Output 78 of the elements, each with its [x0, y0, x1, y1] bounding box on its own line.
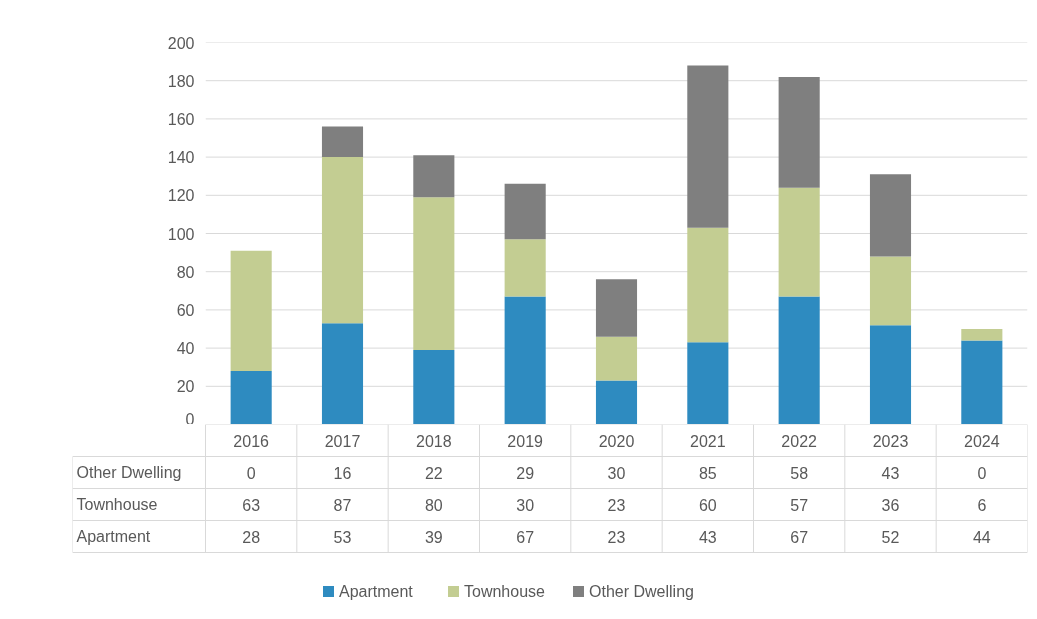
x-tick-label: 2018 [416, 432, 452, 450]
y-tick-label: 180 [167, 72, 195, 90]
data-label: 23 [607, 496, 626, 514]
data-label: 0 [246, 464, 256, 482]
x-tick-label: 2019 [507, 432, 544, 450]
data-label: 57 [790, 496, 809, 514]
y-tick-label: 160 [167, 110, 195, 128]
y-tick-label: 120 [167, 187, 195, 205]
x-tick-label: 2024 [964, 432, 1000, 450]
y-tick-label: 40 [176, 340, 195, 358]
text: Apartment [76, 528, 151, 545]
data-label: 30 [607, 464, 626, 482]
data-label: 53 [333, 528, 352, 546]
data-label: 85 [698, 464, 717, 482]
data-label: 28 [242, 528, 261, 546]
legend-label: Townhouse [464, 583, 546, 600]
bar [869, 174, 912, 257]
text: Townhouse [76, 496, 158, 513]
data-label: 43 [881, 464, 900, 482]
data-label: 58 [790, 464, 809, 482]
text: Other Dwelling [76, 464, 182, 481]
data-label: 67 [790, 528, 809, 546]
data-label: 22 [424, 464, 443, 482]
bar [504, 183, 546, 240]
bar [504, 296, 546, 424]
x-tick-label: 2017 [324, 432, 361, 450]
y-tick-label: 100 [167, 225, 195, 243]
x-tick-label: 2021 [690, 432, 726, 450]
data-label: 23 [607, 528, 626, 546]
bar [230, 371, 272, 424]
y-tick-label: 0 [185, 410, 195, 428]
data-label: 6 [977, 496, 987, 514]
bar [595, 279, 638, 337]
y-tick-label: 20 [176, 378, 195, 396]
data-label: 87 [333, 496, 352, 514]
y-tick-label: 200 [167, 34, 195, 52]
y-tick-label: 80 [176, 263, 195, 281]
bar [961, 340, 1003, 424]
bar [869, 325, 912, 424]
bar [413, 350, 455, 424]
data-label: 29 [516, 464, 535, 482]
bar [961, 329, 1003, 341]
bar [778, 76, 820, 188]
bar [230, 250, 272, 372]
data-label: 52 [881, 528, 900, 546]
bar [321, 323, 364, 424]
bar [321, 126, 364, 158]
data-label: 39 [424, 528, 443, 546]
legend-label: Apartment [339, 583, 414, 600]
data-label: 63 [242, 496, 261, 514]
data-label: 43 [698, 528, 717, 546]
bar [413, 155, 455, 198]
x-tick-label: 2022 [781, 432, 818, 450]
bar [413, 197, 455, 351]
y-tick-label: 140 [167, 149, 195, 167]
bar [687, 227, 729, 343]
y-tick-label: 60 [176, 301, 195, 319]
bar [595, 380, 638, 424]
data-label: 44 [972, 528, 991, 546]
data-label: 0 [977, 464, 987, 482]
bar [778, 187, 820, 297]
bar [687, 65, 729, 228]
bar [778, 296, 820, 424]
data-label: 80 [424, 496, 443, 514]
data-label: 36 [881, 496, 900, 514]
data-label: 16 [333, 464, 352, 482]
data-label: 30 [516, 496, 535, 514]
x-tick-label: 2023 [872, 432, 909, 450]
data-label: 60 [698, 496, 717, 514]
bar [687, 342, 729, 424]
bar [595, 336, 638, 381]
bar [504, 239, 546, 297]
x-tick-label: 2020 [598, 432, 635, 450]
bar [869, 256, 912, 326]
data-label: 67 [516, 528, 535, 546]
bar [321, 157, 364, 324]
legend-label: Other Dwelling [589, 583, 694, 600]
x-tick-label: 2016 [233, 432, 270, 450]
